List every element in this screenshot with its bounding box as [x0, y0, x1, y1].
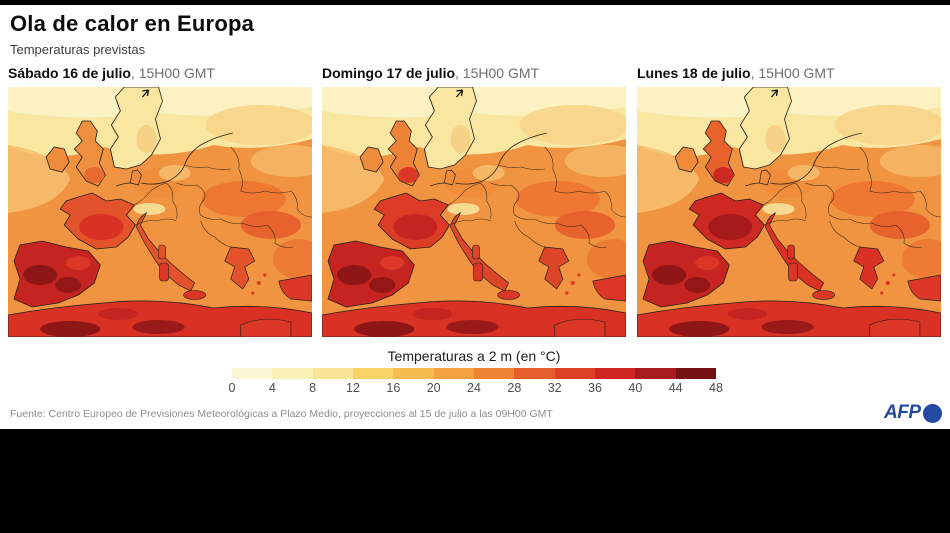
temperature-colorbar: [232, 368, 716, 379]
tick-label: 8: [309, 381, 317, 395]
legend-title: Temperaturas a 2 m (en °C): [387, 348, 561, 364]
panel-date: Lunes 18 de julio: [637, 65, 751, 81]
tick-label: 44: [668, 381, 683, 395]
tick-label: 36: [588, 381, 602, 395]
panel-header: Sábado 16 de julio, 15H00 GMT: [8, 65, 312, 81]
map-panel-monday: Lunes 18 de julio, 15H00 GMT: [637, 65, 941, 337]
temperature-map-saturday: [8, 87, 312, 337]
panel-time: , 15H00 GMT: [455, 65, 540, 81]
tick-label: 20: [426, 381, 441, 395]
source-note: Fuente: Centro Europeo de Previsiones Me…: [10, 408, 553, 420]
legend-color-swatch: [312, 368, 353, 379]
tick-label: 40: [628, 381, 643, 395]
legend-color-swatch: [473, 368, 515, 379]
page-title: Ola de calor en Europa: [10, 11, 255, 36]
tick-label: 32: [547, 381, 562, 395]
tick-label: 48: [709, 381, 723, 395]
legend-color-swatch: [554, 368, 595, 379]
tick-label: 4: [268, 381, 276, 395]
content-area: Ola de calor en Europa Temperaturas prev…: [0, 5, 950, 429]
panel-date: Sábado 16 de julio: [8, 65, 131, 81]
map-panel-sunday: Domingo 17 de julio, 15H00 GMT: [322, 65, 626, 337]
legend-color-swatch: [514, 368, 555, 379]
temperature-map-sunday: [322, 87, 626, 337]
legend-color-swatch: [393, 368, 434, 379]
panel-time: , 15H00 GMT: [750, 65, 835, 81]
tick-label: 16: [386, 381, 401, 395]
legend-color-swatch: [594, 368, 636, 379]
tick-label: 12: [346, 381, 360, 395]
legend-color-swatch: [635, 368, 676, 379]
page-subtitle: Temperaturas previstas: [10, 42, 146, 57]
tick-label: 24: [467, 381, 481, 395]
map-panel-saturday: Sábado 16 de julio, 15H00 GMT: [8, 65, 312, 337]
afp-logo: AFP: [884, 402, 942, 424]
tick-label: 28: [507, 381, 522, 395]
legend-color-swatch: [232, 368, 273, 379]
legend-color-swatch: [675, 368, 716, 379]
tick-label: 0: [228, 381, 236, 395]
panel-header: Lunes 18 de julio, 15H00 GMT: [637, 65, 941, 81]
panel-header: Domingo 17 de julio, 15H00 GMT: [322, 65, 626, 81]
afp-globe-icon: [922, 403, 942, 423]
panel-time: , 15H00 GMT: [130, 65, 215, 81]
legend-color-swatch: [272, 368, 313, 379]
panel-date: Domingo 17 de julio: [322, 65, 456, 81]
legend-color-swatch: [352, 368, 394, 379]
afp-wordmark: AFP: [884, 402, 921, 423]
temperature-map-monday: [637, 87, 941, 337]
colorbar-tick-labels: 0 4 8 12 16 20 24 28 32 36 40 44 48: [228, 381, 723, 397]
legend-color-swatch: [433, 368, 474, 379]
